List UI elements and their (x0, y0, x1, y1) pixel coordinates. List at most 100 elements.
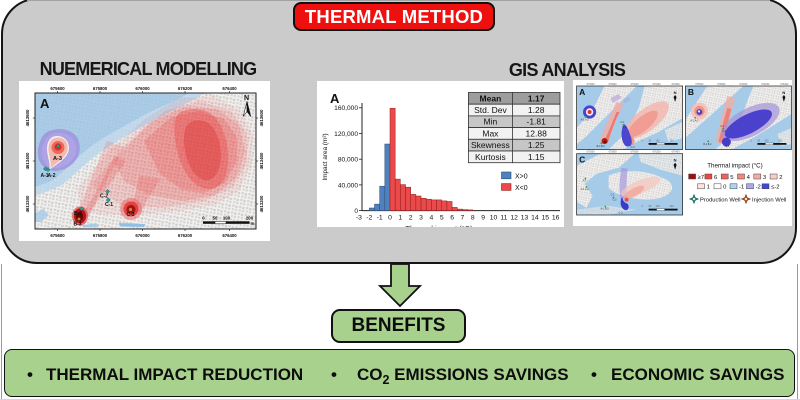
svg-text:4: 4 (430, 215, 434, 222)
svg-text:676200: 676200 (761, 83, 770, 86)
svg-text:676000: 676000 (631, 83, 640, 86)
svg-text:8: 8 (471, 215, 475, 222)
svg-text:1: 1 (707, 185, 710, 191)
svg-text:100: 100 (223, 215, 231, 220)
svg-text:50: 50 (757, 140, 760, 143)
svg-text:0: 0 (202, 215, 205, 220)
svg-text:A-3: A-3 (583, 180, 587, 183)
svg-text:200: 200 (670, 140, 675, 143)
svg-text:X<0: X<0 (515, 185, 528, 192)
svg-text:Thermal impact (°C): Thermal impact (°C) (405, 224, 473, 227)
svg-text:676200: 676200 (178, 86, 193, 91)
svg-text:12.88: 12.88 (526, 128, 548, 138)
svg-text:676400: 676400 (672, 83, 681, 86)
svg-text:2: 2 (779, 175, 782, 181)
svg-text:4613600: 4613600 (25, 109, 30, 126)
svg-text:1: 1 (398, 215, 402, 222)
svg-text:C-1: C-1 (621, 121, 626, 124)
svg-text:676200: 676200 (178, 233, 193, 238)
svg-text:Production Well: Production Well (700, 197, 741, 203)
svg-text:676000: 676000 (631, 151, 640, 154)
svg-text:-3: -3 (356, 215, 362, 222)
svg-text:676400: 676400 (780, 83, 789, 86)
svg-text:Kurtosis: Kurtosis (475, 152, 506, 162)
svg-text:C-1: C-1 (720, 125, 725, 128)
svg-text:676400: 676400 (222, 86, 237, 91)
svg-text:0: 0 (723, 185, 727, 191)
svg-text:Mean: Mean (480, 93, 502, 103)
svg-text:A: A (40, 96, 50, 111)
svg-text:50: 50 (649, 140, 652, 143)
svg-text:7: 7 (461, 215, 465, 222)
svg-text:A-1,A-2: A-1,A-2 (690, 120, 699, 123)
svg-text:≤-2: ≤-2 (771, 185, 779, 191)
svg-text:4613200: 4613200 (25, 195, 30, 212)
svg-text:N: N (674, 158, 677, 163)
svg-text:200: 200 (670, 205, 675, 208)
svg-text:200: 200 (246, 215, 254, 220)
svg-text:A-1,A-2: A-1,A-2 (581, 119, 590, 122)
svg-text:X>0: X>0 (515, 173, 528, 180)
svg-text:100: 100 (656, 140, 661, 143)
svg-text:-1: -1 (377, 215, 383, 222)
svg-text:10: 10 (490, 215, 498, 222)
svg-text:N: N (244, 95, 249, 102)
svg-text:14: 14 (531, 215, 539, 222)
svg-text:1.28: 1.28 (528, 105, 545, 115)
svg-text:B-1,B-2: B-1,B-2 (597, 145, 606, 148)
svg-text:B-2: B-2 (74, 211, 82, 217)
svg-text:676400: 676400 (222, 233, 237, 238)
svg-text:≥7: ≥7 (698, 175, 705, 181)
svg-text:4613600: 4613600 (259, 109, 264, 126)
svg-text:16: 16 (552, 215, 560, 222)
svg-text:-1.81: -1.81 (527, 117, 547, 127)
svg-text:0: 0 (750, 140, 752, 143)
svg-text:A-1,A-2: A-1,A-2 (581, 188, 590, 191)
svg-text:200: 200 (778, 140, 783, 143)
svg-text:C-3: C-3 (619, 212, 624, 215)
svg-text:9: 9 (481, 215, 485, 222)
svg-text:B-1,B-2: B-1,B-2 (601, 208, 610, 211)
svg-text:6: 6 (450, 215, 454, 222)
svg-text:13: 13 (521, 215, 529, 222)
svg-text:A-2: A-2 (48, 173, 56, 179)
svg-text:50: 50 (213, 215, 218, 220)
svg-text:0: 0 (354, 208, 358, 215)
svg-text:675600: 675600 (587, 83, 596, 86)
svg-text:Min: Min (484, 117, 498, 127)
svg-text:676400: 676400 (672, 151, 681, 154)
svg-text:675800: 675800 (93, 233, 108, 238)
svg-text:C-2: C-2 (722, 130, 727, 133)
svg-text:675600: 675600 (695, 83, 704, 86)
svg-text:A-1: A-1 (41, 173, 49, 179)
svg-text:0: 0 (388, 215, 392, 222)
svg-text:15: 15 (541, 215, 549, 222)
svg-text:5: 5 (440, 215, 444, 222)
svg-text:C-2: C-2 (623, 126, 628, 129)
svg-text:0: 0 (642, 140, 644, 143)
svg-text:Skewness: Skewness (471, 140, 510, 150)
svg-text:C-1: C-1 (105, 202, 113, 208)
svg-text:0: 0 (642, 205, 644, 208)
svg-text:675800: 675800 (717, 83, 726, 86)
svg-text:675600: 675600 (50, 86, 65, 91)
svg-text:4: 4 (747, 175, 751, 181)
svg-text:80,000: 80,000 (338, 157, 359, 164)
svg-text:Max: Max (482, 128, 499, 138)
svg-text:1.25: 1.25 (528, 140, 545, 150)
svg-text:120,000: 120,000 (334, 131, 358, 138)
svg-text:100: 100 (656, 205, 661, 208)
svg-text:C-3: C-3 (631, 146, 636, 149)
svg-text:50: 50 (649, 205, 652, 208)
svg-text:3: 3 (419, 215, 423, 222)
svg-text:B-3: B-3 (74, 222, 82, 228)
svg-text:676200: 676200 (653, 83, 662, 86)
svg-text:40,000: 40,000 (338, 182, 359, 189)
svg-text:m: m (251, 221, 255, 226)
svg-text:B: B (688, 87, 694, 97)
svg-text:B-1,B-2: B-1,B-2 (703, 143, 712, 146)
svg-text:100: 100 (764, 140, 769, 143)
svg-text:3: 3 (763, 175, 767, 181)
svg-text:C-2: C-2 (100, 194, 108, 200)
svg-text:676000: 676000 (739, 83, 748, 86)
